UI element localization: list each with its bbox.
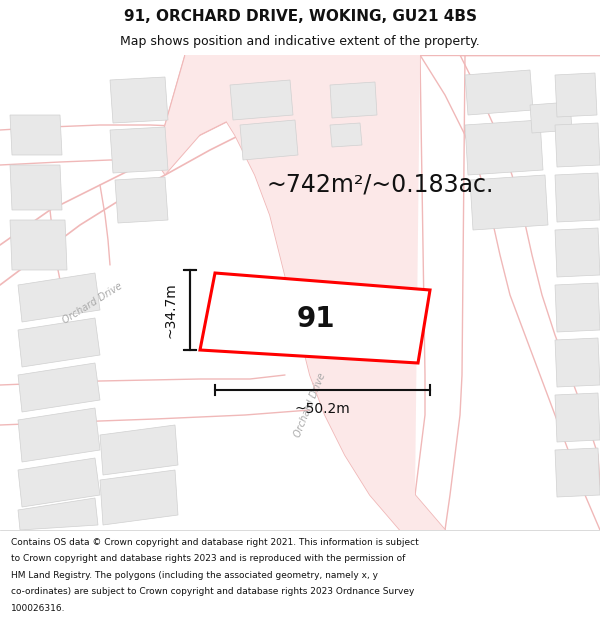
Polygon shape	[555, 228, 600, 277]
Polygon shape	[555, 393, 600, 442]
Polygon shape	[465, 120, 543, 175]
Polygon shape	[10, 165, 62, 210]
Polygon shape	[115, 177, 168, 223]
Polygon shape	[230, 80, 293, 120]
Text: Map shows position and indicative extent of the property.: Map shows position and indicative extent…	[120, 35, 480, 48]
Text: ~34.7m: ~34.7m	[164, 282, 178, 338]
Polygon shape	[18, 273, 100, 322]
Polygon shape	[110, 77, 168, 123]
Text: Contains OS data © Crown copyright and database right 2021. This information is : Contains OS data © Crown copyright and d…	[11, 538, 419, 547]
Polygon shape	[18, 318, 100, 367]
Text: 91: 91	[296, 305, 335, 333]
Text: Orchard Drive: Orchard Drive	[293, 371, 328, 439]
Polygon shape	[155, 55, 350, 175]
Text: 91, ORCHARD DRIVE, WOKING, GU21 4BS: 91, ORCHARD DRIVE, WOKING, GU21 4BS	[124, 9, 476, 24]
Polygon shape	[465, 70, 533, 115]
Text: ~50.2m: ~50.2m	[294, 402, 350, 416]
Text: ~742m²/~0.183ac.: ~742m²/~0.183ac.	[266, 173, 494, 197]
Text: co-ordinates) are subject to Crown copyright and database rights 2023 Ordnance S: co-ordinates) are subject to Crown copyr…	[11, 588, 414, 596]
Polygon shape	[200, 273, 430, 363]
Text: HM Land Registry. The polygons (including the associated geometry, namely x, y: HM Land Registry. The polygons (includin…	[11, 571, 378, 580]
Polygon shape	[18, 363, 100, 412]
Polygon shape	[18, 408, 100, 462]
Polygon shape	[18, 458, 100, 507]
Polygon shape	[555, 173, 600, 222]
Polygon shape	[10, 220, 67, 270]
Polygon shape	[555, 338, 600, 387]
Polygon shape	[330, 123, 362, 147]
Polygon shape	[18, 498, 98, 530]
Polygon shape	[185, 55, 445, 530]
Polygon shape	[555, 283, 600, 332]
Polygon shape	[10, 115, 62, 155]
Polygon shape	[330, 82, 377, 118]
Polygon shape	[100, 470, 178, 525]
Polygon shape	[555, 448, 600, 497]
Polygon shape	[555, 123, 600, 167]
Text: to Crown copyright and database rights 2023 and is reproduced with the permissio: to Crown copyright and database rights 2…	[11, 554, 405, 563]
Polygon shape	[555, 73, 597, 117]
Polygon shape	[100, 425, 178, 475]
Polygon shape	[530, 102, 572, 133]
Text: Orchard Drive: Orchard Drive	[61, 281, 124, 326]
Polygon shape	[110, 127, 168, 173]
Polygon shape	[470, 175, 548, 230]
Text: 100026316.: 100026316.	[11, 604, 65, 613]
Polygon shape	[240, 120, 298, 160]
